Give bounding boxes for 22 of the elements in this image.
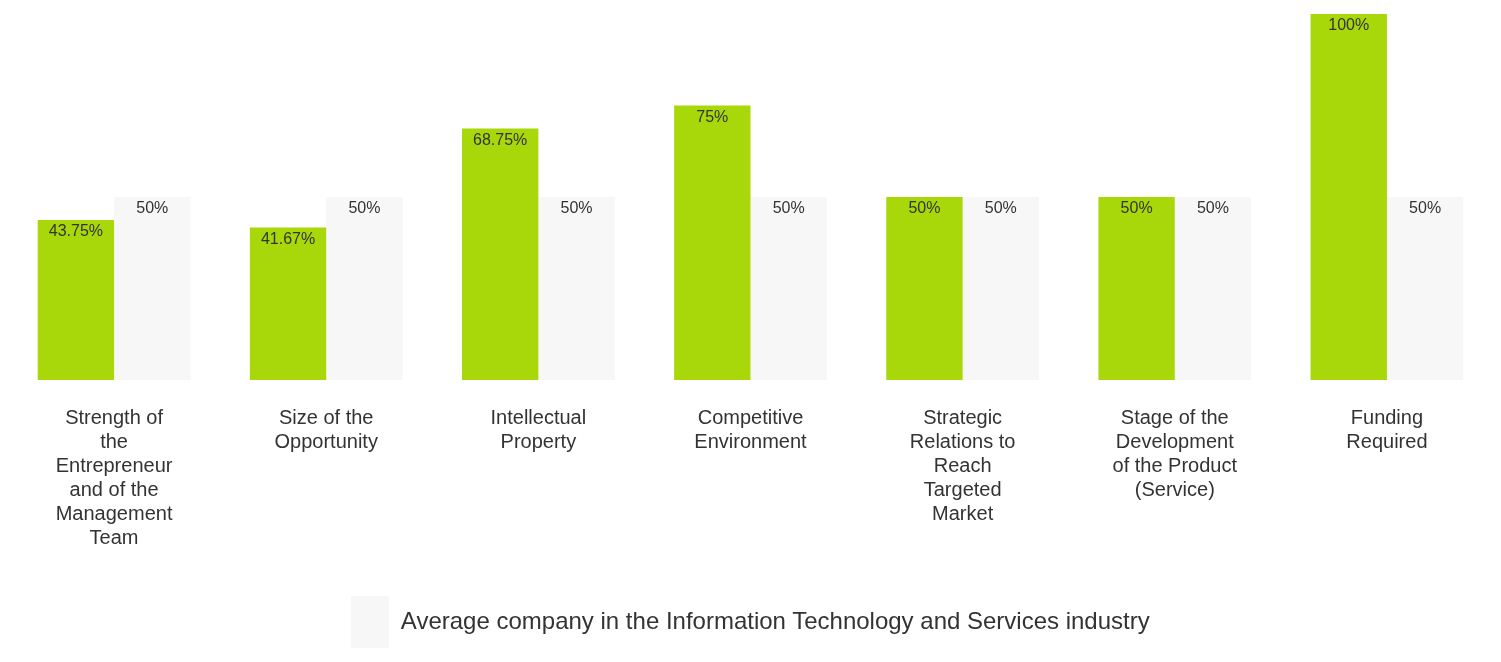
x-tick-label: Size of the Opportunity bbox=[274, 405, 378, 452]
data-label: 50% bbox=[772, 199, 805, 217]
x-tick-label: Strength of the Entrepreneur and of the Management Team bbox=[55, 405, 173, 548]
data-label: 50% bbox=[136, 199, 169, 217]
data-label: 50% bbox=[984, 199, 1017, 217]
data-label: 50% bbox=[560, 199, 593, 217]
x-tick-label: Funding Required bbox=[1346, 405, 1428, 452]
data-label: 50% bbox=[908, 199, 941, 217]
data-label: 75% bbox=[696, 107, 729, 125]
data-label: 50% bbox=[1409, 199, 1442, 217]
data-label: 100% bbox=[1328, 16, 1370, 34]
x-tick-label: Competitive Environment bbox=[694, 405, 808, 452]
legend-label: Average company in the Information Technology and Services industry bbox=[400, 606, 1150, 634]
data-label: 43.75% bbox=[48, 222, 104, 240]
data-label: 68.75% bbox=[473, 130, 528, 148]
data-label: 41.67% bbox=[260, 229, 316, 247]
x-tick-label: Intellectual Property bbox=[490, 405, 587, 452]
data-label: 50% bbox=[1196, 199, 1229, 217]
x-tick-label: Strategic Relations to Reach Targeted Market bbox=[909, 405, 1016, 524]
data-label: 50% bbox=[1120, 199, 1153, 217]
data-label: 50% bbox=[348, 199, 381, 217]
x-tick-label: Stage of the Development of the Product (Service) bbox=[1112, 405, 1238, 500]
